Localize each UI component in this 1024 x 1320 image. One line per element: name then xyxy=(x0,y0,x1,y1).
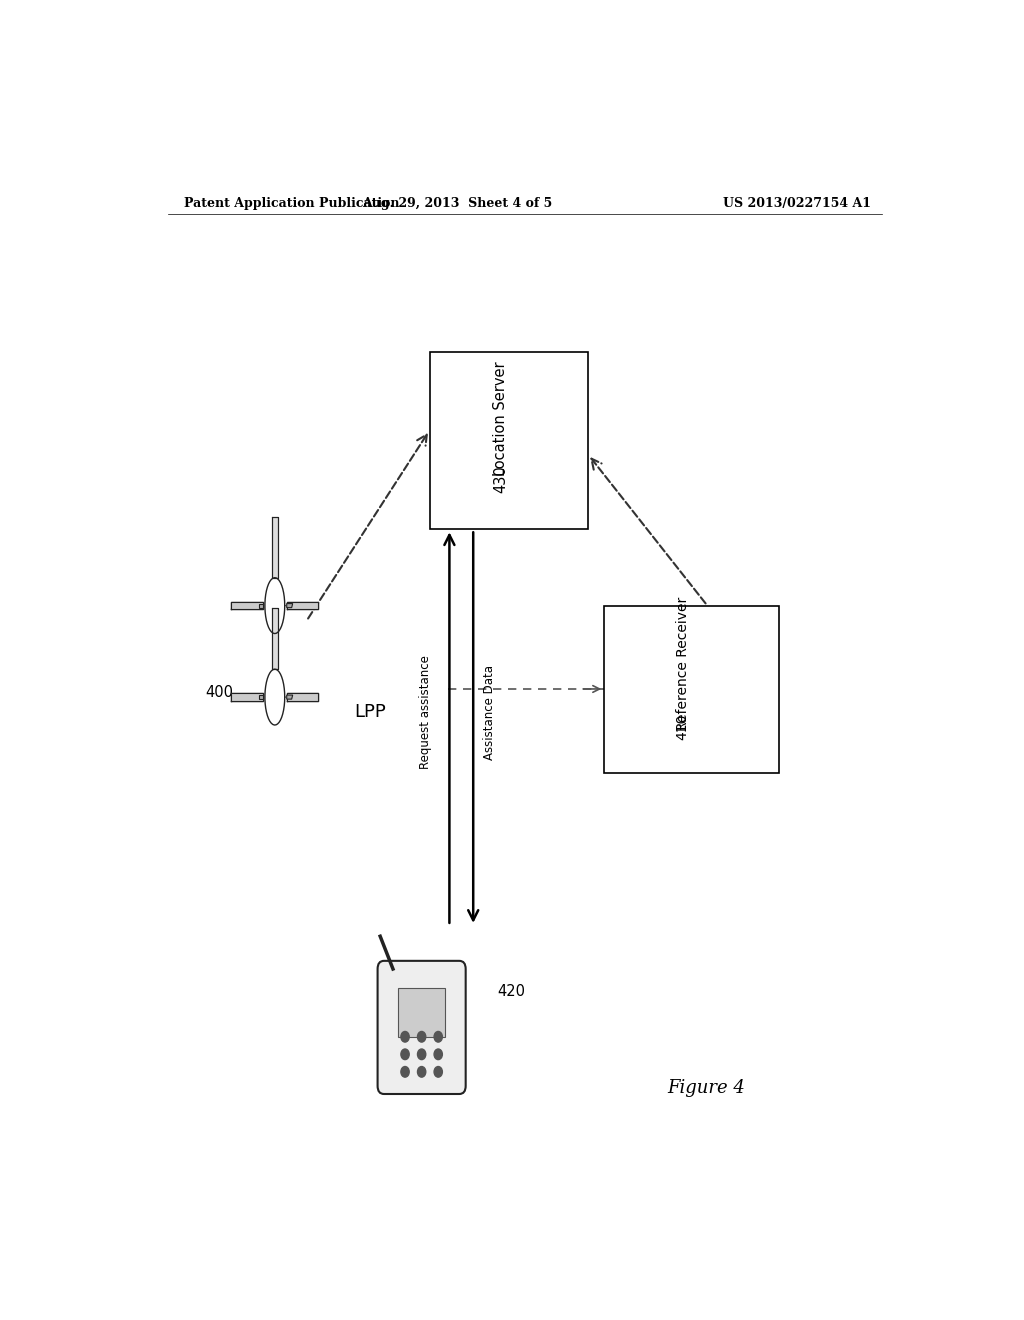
Text: Aug. 29, 2013  Sheet 4 of 5: Aug. 29, 2013 Sheet 4 of 5 xyxy=(362,197,553,210)
Text: 400: 400 xyxy=(205,685,233,700)
Circle shape xyxy=(418,1067,426,1077)
Text: US 2013/0227154 A1: US 2013/0227154 A1 xyxy=(723,197,871,210)
Text: Request assistance: Request assistance xyxy=(419,656,432,770)
Circle shape xyxy=(418,1031,426,1041)
Polygon shape xyxy=(231,602,263,610)
Text: 420: 420 xyxy=(497,985,525,999)
Circle shape xyxy=(401,1031,410,1041)
Text: 410: 410 xyxy=(676,713,690,739)
Polygon shape xyxy=(287,602,318,610)
Text: LPP: LPP xyxy=(354,704,386,721)
Polygon shape xyxy=(271,516,278,578)
Polygon shape xyxy=(259,603,263,607)
Circle shape xyxy=(418,1049,426,1060)
Circle shape xyxy=(401,1049,410,1060)
Circle shape xyxy=(401,1067,410,1077)
Text: Figure 4: Figure 4 xyxy=(668,1080,745,1097)
Polygon shape xyxy=(287,603,293,607)
Bar xyxy=(604,606,778,774)
Circle shape xyxy=(434,1067,442,1077)
Text: Assistance Data: Assistance Data xyxy=(482,665,496,760)
Text: 430: 430 xyxy=(494,466,509,494)
Text: Location Server: Location Server xyxy=(494,362,509,477)
Polygon shape xyxy=(271,609,278,669)
Polygon shape xyxy=(231,693,263,701)
Circle shape xyxy=(434,1049,442,1060)
Circle shape xyxy=(434,1031,442,1041)
Bar xyxy=(430,351,589,529)
FancyBboxPatch shape xyxy=(398,987,445,1036)
Polygon shape xyxy=(287,693,318,701)
FancyBboxPatch shape xyxy=(378,961,466,1094)
Polygon shape xyxy=(287,696,293,700)
Text: Reference Receiver: Reference Receiver xyxy=(676,597,690,731)
Polygon shape xyxy=(259,696,263,700)
Text: Patent Application Publication: Patent Application Publication xyxy=(183,197,399,210)
